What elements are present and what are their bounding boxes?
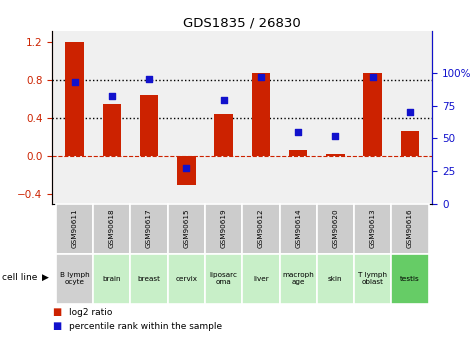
Text: skin: skin [328, 276, 342, 282]
Point [332, 133, 339, 138]
Text: GSM90617: GSM90617 [146, 209, 152, 248]
Bar [140, 95, 159, 156]
Text: percentile rank within the sample: percentile rank within the sample [69, 322, 222, 331]
Text: macroph
age: macroph age [282, 272, 314, 285]
FancyBboxPatch shape [242, 254, 279, 304]
Bar [252, 73, 270, 156]
FancyBboxPatch shape [168, 254, 205, 304]
Text: GSM90611: GSM90611 [72, 209, 77, 248]
Text: ■: ■ [52, 321, 61, 331]
FancyBboxPatch shape [317, 204, 354, 254]
Point [71, 79, 78, 85]
FancyBboxPatch shape [354, 254, 391, 304]
Text: ■: ■ [52, 307, 61, 317]
FancyBboxPatch shape [131, 204, 168, 254]
Bar [103, 104, 121, 156]
Text: GSM90619: GSM90619 [220, 209, 227, 248]
Text: T lymph
oblast: T lymph oblast [358, 272, 387, 285]
Text: brain: brain [103, 276, 121, 282]
Point [257, 74, 265, 80]
FancyBboxPatch shape [131, 254, 168, 304]
Text: breast: breast [138, 276, 161, 282]
Point [369, 74, 377, 80]
FancyBboxPatch shape [168, 204, 205, 254]
Title: GDS1835 / 26830: GDS1835 / 26830 [183, 17, 301, 30]
FancyBboxPatch shape [317, 254, 354, 304]
Bar [363, 73, 382, 156]
Point [294, 129, 302, 135]
Text: testis: testis [400, 276, 420, 282]
FancyBboxPatch shape [391, 254, 428, 304]
Point [220, 98, 228, 103]
Point [108, 93, 115, 99]
FancyBboxPatch shape [56, 204, 93, 254]
Text: GSM90614: GSM90614 [295, 209, 301, 248]
Text: GSM90618: GSM90618 [109, 209, 115, 248]
Text: GSM90612: GSM90612 [258, 209, 264, 248]
Point [182, 166, 190, 171]
FancyBboxPatch shape [354, 204, 391, 254]
Text: cell line: cell line [2, 273, 38, 282]
Text: GSM90620: GSM90620 [332, 209, 338, 248]
FancyBboxPatch shape [93, 204, 131, 254]
Bar [65, 42, 84, 156]
FancyBboxPatch shape [279, 254, 317, 304]
Text: GSM90613: GSM90613 [370, 209, 376, 248]
FancyBboxPatch shape [279, 204, 317, 254]
Text: B lymph
ocyte: B lymph ocyte [60, 272, 89, 285]
Text: ▶: ▶ [42, 273, 48, 282]
FancyBboxPatch shape [56, 254, 93, 304]
Bar [214, 114, 233, 156]
Point [145, 77, 153, 82]
Text: GSM90615: GSM90615 [183, 209, 190, 248]
Bar [326, 154, 345, 156]
Text: liposarc
oma: liposarc oma [209, 272, 238, 285]
FancyBboxPatch shape [93, 254, 131, 304]
FancyBboxPatch shape [205, 204, 242, 254]
Text: log2 ratio: log2 ratio [69, 308, 112, 317]
FancyBboxPatch shape [242, 204, 279, 254]
Text: liver: liver [253, 276, 269, 282]
Text: GSM90616: GSM90616 [407, 209, 413, 248]
Bar [400, 130, 419, 156]
Bar [177, 156, 196, 185]
Bar [289, 150, 307, 156]
FancyBboxPatch shape [205, 254, 242, 304]
FancyBboxPatch shape [391, 204, 428, 254]
Point [406, 109, 414, 115]
Text: cervix: cervix [175, 276, 198, 282]
